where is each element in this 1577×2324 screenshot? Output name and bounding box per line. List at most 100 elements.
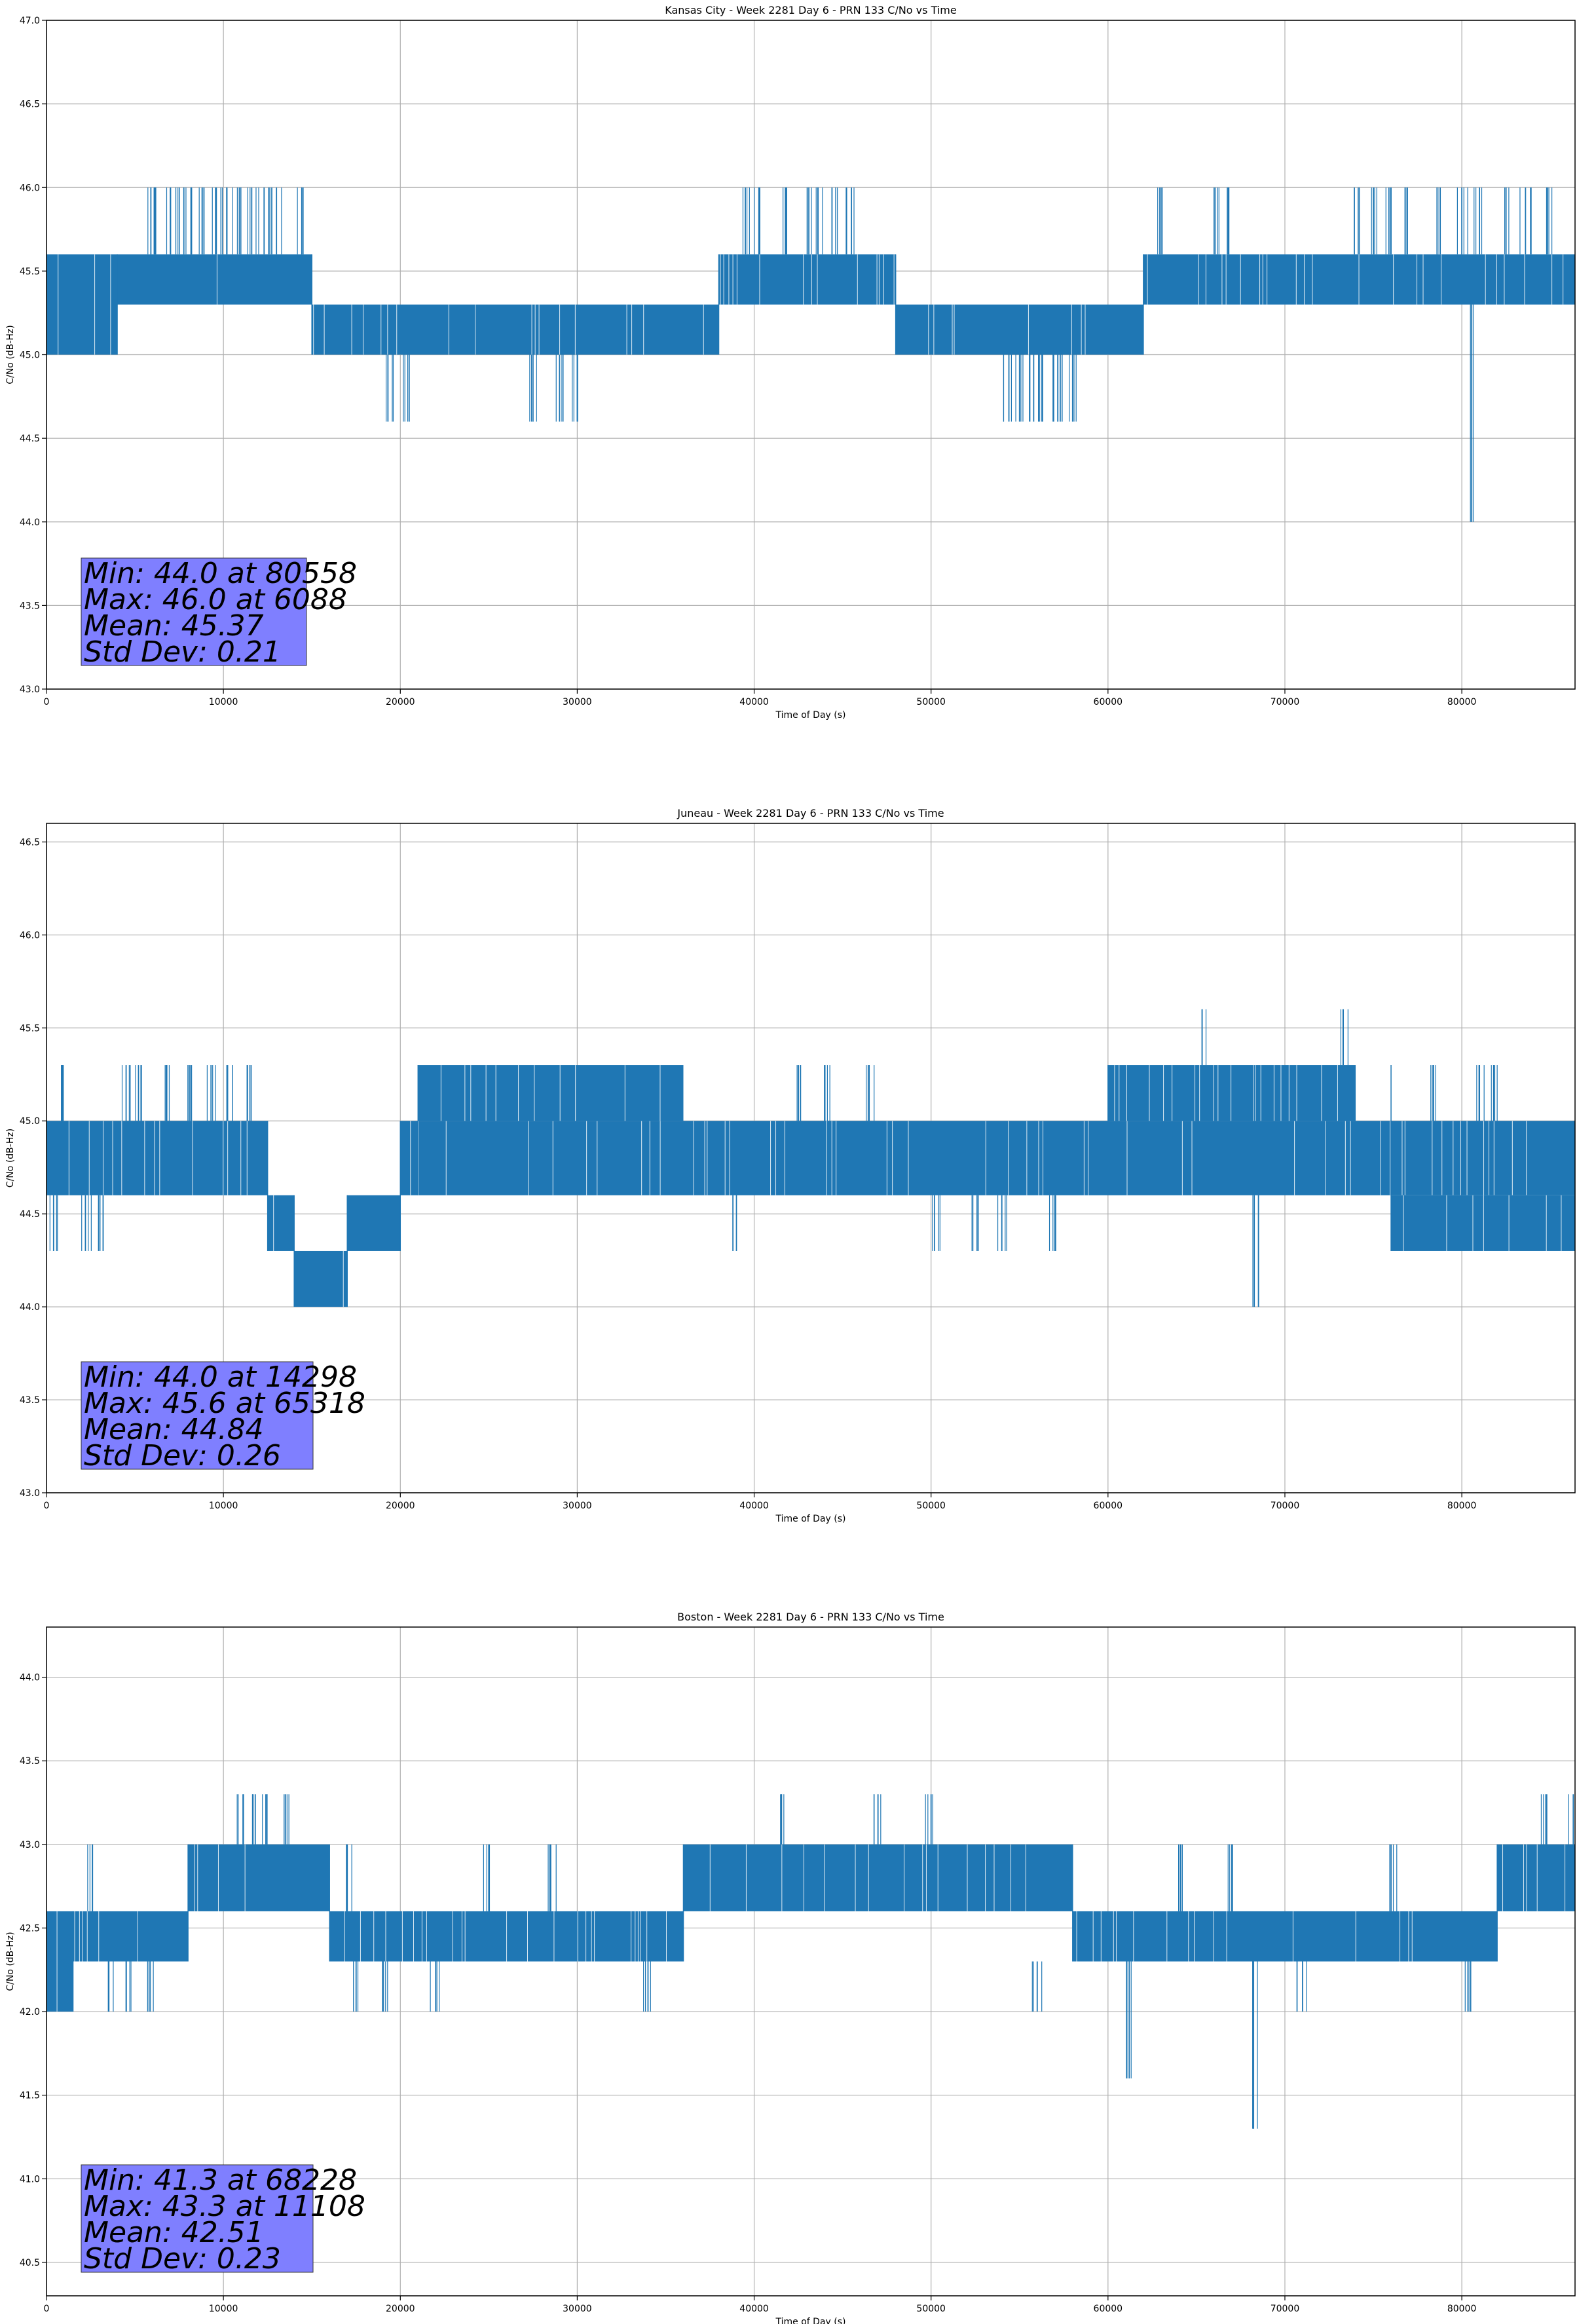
stats-std: Std Dev: 0.21 [84,635,281,669]
y-tick-label: 44.5 [20,1209,40,1220]
signal-gap [1191,1121,1193,1195]
y-tick-label: 46.5 [20,837,40,848]
x-tick-label: 70000 [1271,1501,1300,1511]
signal-gap [197,1844,198,1911]
signal-gap [1350,1121,1351,1195]
signal-gap [98,1911,100,1962]
signal-gap [1546,1195,1547,1251]
x-axis-label: Time of Day (s) [775,2317,846,2324]
y-tick-label: 42.0 [20,2007,40,2017]
signal-gap [79,1911,80,1962]
signal-gap [1259,254,1261,305]
signal-gap [418,1121,419,1195]
signal-gap [1116,1911,1117,1962]
signal-gap [803,254,804,305]
signal-gap [1008,1121,1009,1195]
signal-gap [770,1121,771,1195]
stats-mean: Mean: 45.37 [84,609,264,643]
y-axis-label: C/No (dB-Hz) [5,325,16,384]
signal-gap [410,1121,411,1195]
signal-gap [343,1250,344,1307]
signal-band [683,1844,1073,1911]
signal-gap [666,1911,667,1962]
signal-gap [586,1121,587,1195]
signal-gap [1280,1065,1282,1121]
signal-gap [646,1911,648,1962]
signal-gap [954,304,955,355]
signal-gap [1199,1065,1200,1121]
y-axis-label: C/No (dB-Hz) [5,1129,16,1188]
y-tick-label: 45.5 [20,267,40,277]
x-tick-label: 70000 [1271,2304,1300,2314]
signal-gap [1028,304,1029,355]
signal-gap [1526,1121,1527,1195]
signal-gap [94,254,96,355]
signal-gap [534,304,536,355]
signal-gap [878,254,880,305]
x-tick-label: 30000 [563,2304,592,2314]
signal-gap [528,1121,529,1195]
signal-band [46,254,118,355]
y-tick-label: 44.5 [20,434,40,444]
signal-gap [1126,1065,1127,1121]
signal-gap [709,1844,711,1911]
stats-max: Max: 46.0 at 6088 [84,583,347,616]
y-tick-label: 43.0 [20,1488,40,1499]
signal-gap [1496,254,1497,305]
signal-gap [826,1121,827,1195]
signal-gap [1422,254,1424,305]
signal-gap [217,1844,219,1911]
stats-std: Std Dev: 0.26 [84,1439,281,1472]
signal-gap [553,1911,555,1962]
signal-gap [360,1911,361,1962]
signal-gap [559,304,561,355]
signal-gap [1408,1911,1409,1962]
y-tick-label: 41.5 [20,2091,40,2101]
signal-gap [313,304,314,355]
stats-mean: Mean: 44.84 [84,1413,264,1446]
signal-band [267,1195,295,1251]
x-tick-label: 10000 [209,697,238,707]
signal-gap [1071,304,1072,355]
chart-title: Juneau - Week 2281 Day 6 - PRN 133 C/No … [677,807,944,819]
signal-gap [396,304,398,355]
signal-gap [1081,304,1082,355]
stats-min: Min: 41.3 at 68228 [84,2164,357,2197]
signal-gap [952,304,953,355]
signal-band [895,304,1143,355]
x-tick-label: 30000 [563,1501,592,1511]
x-axis-label: Time of Day (s) [775,710,846,721]
signal-gap [86,1911,88,1962]
signal-gap [659,1065,661,1121]
signal-gap [1038,1121,1039,1195]
signal-band [46,1121,268,1195]
signal-gap [892,1121,893,1195]
y-tick-label: 46.5 [20,100,40,110]
signal-gap [1083,1121,1085,1195]
y-tick-label: 44.0 [20,1673,40,1683]
signal-gap [1460,1121,1461,1195]
y-tick-label: 43.0 [20,684,40,695]
signal-gap [1303,254,1305,305]
signal-band [1107,1065,1356,1121]
signal-gap [1446,1195,1447,1251]
signal-gap [1483,1121,1485,1195]
signal-gap [538,304,540,355]
signal-gap [775,1121,777,1195]
signal-gap [485,1065,487,1121]
signal-gap [1126,1121,1128,1195]
signal-gap [373,1911,375,1962]
signal-gap [82,1911,83,1962]
signal-gap [759,254,760,305]
x-tick-label: 0 [44,2304,50,2314]
signal-gap [1337,1065,1338,1121]
stats-box [81,2164,314,2273]
signal-gap [1295,254,1297,305]
signal-gap [637,1911,639,1962]
signal-gap [1523,1844,1524,1911]
signal-gap [1526,1844,1527,1911]
signal-gap [1133,1911,1134,1962]
signal-gap [1441,1121,1443,1195]
signal-gap [1188,1911,1189,1962]
